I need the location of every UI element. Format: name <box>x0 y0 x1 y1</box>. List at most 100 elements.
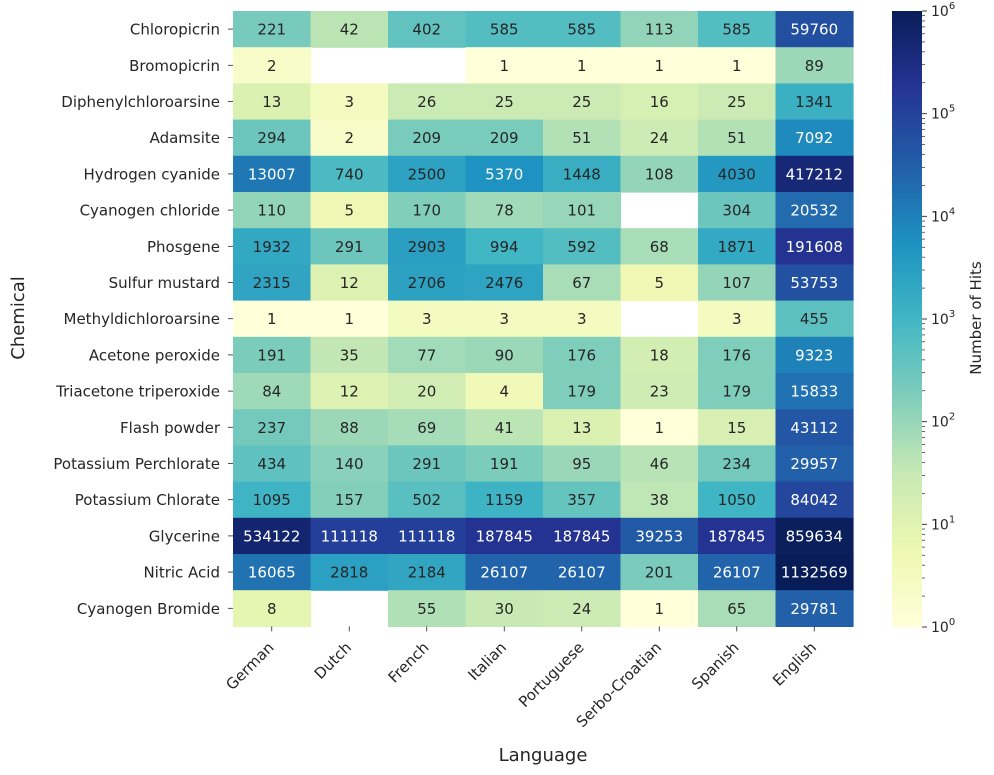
heatmap-cell <box>388 155 467 193</box>
row-label: Triacetone triperoxide <box>55 383 220 401</box>
heatmap-cell <box>775 517 854 555</box>
cell-value-label: 107 <box>722 274 751 292</box>
cell-value-label: 209 <box>490 129 519 147</box>
heatmap-cell <box>543 373 622 410</box>
heatmap-cell <box>620 83 699 121</box>
heatmap-cell <box>233 155 312 193</box>
cell-value-label: 187845 <box>708 527 765 545</box>
cell-value-label: 585 <box>567 21 596 39</box>
heatmap-cell <box>698 373 777 410</box>
row-labels: Chloropicrin Bromopicrin Diphenylchloroars… <box>53 21 233 618</box>
heatmap-cell <box>388 445 467 483</box>
heatmap-cell <box>310 11 389 48</box>
row-label: Glycerine <box>149 527 220 545</box>
heatmap-cell <box>465 264 544 302</box>
colorbar-tick-label: 104 <box>931 206 955 225</box>
heatmap-cell <box>465 47 544 84</box>
heatmap-cell <box>620 264 699 302</box>
cell-value-label: 18 <box>650 346 669 364</box>
cell-value-label: 95 <box>572 455 591 473</box>
heatmap-cell <box>775 445 854 483</box>
heatmap-cell <box>388 83 467 121</box>
cell-value-label: 26107 <box>480 564 528 582</box>
heatmap-cell <box>233 517 312 555</box>
heatmap-cell <box>775 228 854 265</box>
cell-value-label: 1 <box>654 419 664 437</box>
cell-value-label: 2 <box>344 129 354 147</box>
heatmap-cell <box>620 373 699 410</box>
cell-value-label: 5 <box>654 274 664 292</box>
cell-value-label: 24 <box>650 129 669 147</box>
heatmap-cell <box>310 517 389 555</box>
heatmap-cell <box>388 590 467 627</box>
heatmap-cell <box>465 192 544 229</box>
cell-value-label: 15833 <box>790 383 838 401</box>
heatmap-cell <box>620 336 699 374</box>
cell-value-label: 110 <box>257 202 286 220</box>
heatmap-cell <box>310 155 389 193</box>
row-label: Bromopicrin <box>129 57 220 75</box>
heatmap-cell <box>543 590 622 627</box>
heatmap-cell <box>775 554 854 591</box>
cell-value-label: 26107 <box>558 564 606 582</box>
cell-value-label: 187845 <box>476 527 533 545</box>
cell-value-label: 84 <box>262 383 281 401</box>
cell-value-label: 176 <box>722 346 751 364</box>
heatmap-cell <box>310 554 389 591</box>
heatmap-cell <box>775 481 854 519</box>
cell-value-label: 13 <box>262 93 281 111</box>
cell-value-label: 77 <box>417 346 436 364</box>
cell-value-label: 2315 <box>253 274 291 292</box>
cell-value-label: 3 <box>732 310 742 328</box>
cell-value-label: 179 <box>567 383 596 401</box>
cell-value-label: 30 <box>495 600 514 618</box>
heatmap-cell <box>465 228 544 265</box>
heatmap-cell <box>233 119 312 157</box>
cell-value-label: 5 <box>344 202 354 220</box>
cell-value-label: 113 <box>645 21 674 39</box>
cell-value-label: 1 <box>654 57 664 75</box>
heatmap-cell <box>620 47 699 84</box>
heatmap-cell <box>543 517 622 555</box>
cell-value-label: 90 <box>495 346 514 364</box>
heatmap-cell <box>465 373 544 410</box>
heatmap-cell <box>388 264 467 302</box>
cell-value-label: 4 <box>499 383 509 401</box>
cell-value-label: 740 <box>335 165 364 183</box>
heatmap-cell <box>775 47 854 84</box>
cell-value-label: 402 <box>412 21 441 39</box>
cell-value-label: 221 <box>257 21 286 39</box>
heatmap-cell <box>698 554 777 591</box>
row-label: Flash powder <box>120 419 221 437</box>
heatmap-cell <box>310 264 389 302</box>
heatmap-cell <box>233 300 312 338</box>
cell-value-label: 585 <box>490 21 519 39</box>
cell-value-label: 65 <box>727 600 746 618</box>
cell-value-label: 1 <box>499 57 509 75</box>
heatmap-cell <box>620 481 699 519</box>
heatmap-cell <box>775 155 854 193</box>
heatmap-cell <box>465 554 544 591</box>
cell-value-label: 25 <box>572 93 591 111</box>
heatmap-cell <box>543 264 622 302</box>
cell-value-label: 1132569 <box>781 564 848 582</box>
heatmap-cell <box>543 119 622 157</box>
cell-value-label: 209 <box>412 129 441 147</box>
heatmap-cell <box>775 119 854 157</box>
heatmap-cell <box>233 336 312 374</box>
heatmap-cell <box>620 554 699 591</box>
heatmap-cell <box>388 554 467 591</box>
row-label: Diphenylchloroarsine <box>61 93 220 111</box>
heatmap-cell <box>310 445 389 483</box>
cell-value-label: 68 <box>650 238 669 256</box>
cell-value-label: 42 <box>340 21 359 39</box>
column-label: Dutch <box>311 639 355 683</box>
heatmap-cell <box>698 264 777 302</box>
cell-value-label: 191 <box>257 346 286 364</box>
cell-value-label: 2184 <box>408 564 446 582</box>
heatmap-cell <box>543 554 622 591</box>
heatmap-cell <box>698 228 777 265</box>
column-label: Italian <box>464 639 510 685</box>
colorbar-tick-label: 101 <box>931 514 955 533</box>
heatmap-cell <box>698 336 777 374</box>
